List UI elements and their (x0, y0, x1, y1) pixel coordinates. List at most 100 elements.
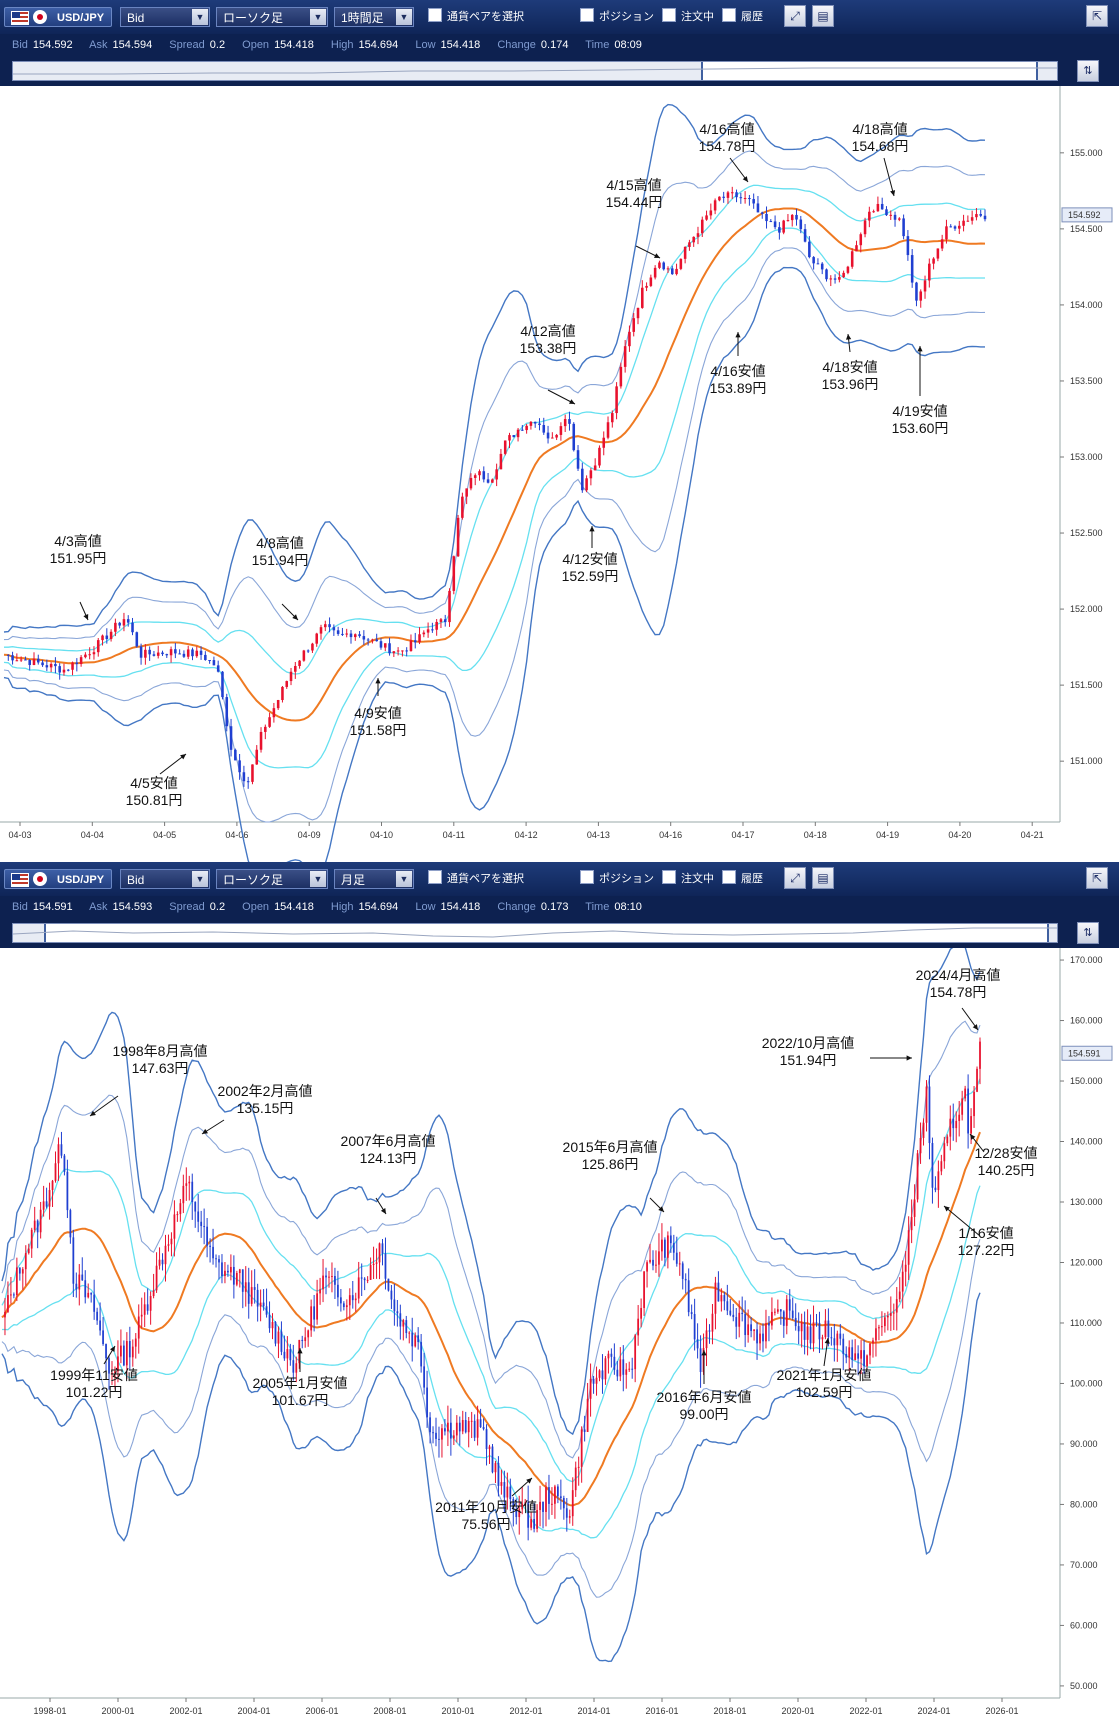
bid-label: Bid (12, 39, 28, 51)
candle-body (869, 1343, 871, 1356)
candle-body (726, 192, 730, 198)
orders-toggle[interactable]: 注文中 (662, 869, 732, 889)
checkbox-icon (722, 8, 736, 22)
ask-label: Ask (89, 901, 108, 913)
candle-body (551, 1503, 553, 1505)
candle-body (705, 1330, 708, 1349)
history-toggle[interactable]: 履歴 (722, 7, 782, 27)
currency-pair-button[interactable]: USD/JPY (4, 869, 112, 889)
candle-body (915, 282, 918, 301)
candle-body (628, 1368, 631, 1370)
candle-body (156, 652, 160, 656)
candle-body (833, 278, 837, 280)
candle-body (739, 197, 743, 199)
arrow-head-icon (654, 253, 660, 258)
x-tick-label: 2018-01 (713, 1706, 746, 1716)
candle-body (143, 1304, 146, 1315)
history-toggle[interactable]: 履歴 (722, 869, 782, 889)
candle-body (845, 1354, 848, 1358)
navigator-scrollbar[interactable] (12, 61, 1058, 81)
candle-body (790, 214, 794, 221)
annotation-label: 4/16安値 (710, 363, 765, 379)
orders-toggle[interactable]: 注文中 (662, 7, 732, 27)
pair-select-toggle[interactable]: 通貨ペアを選択 (428, 869, 558, 889)
annotation-arrow (159, 753, 187, 775)
candle-body (949, 1118, 952, 1137)
candle-body (559, 1496, 562, 1499)
candle-body (304, 1337, 307, 1341)
annotation-label: 4/12安値 (562, 551, 617, 567)
candle-body (666, 268, 670, 270)
navigator-expand-button[interactable]: ⇅ (1077, 60, 1099, 82)
candle-body (354, 1298, 357, 1301)
chart-type-select[interactable]: ローソク足 ▼ (216, 7, 328, 27)
annotation-price: 140.25円 (978, 1162, 1035, 1178)
collapse-icon[interactable]: ⇱ (1086, 5, 1108, 27)
candle-body (692, 236, 695, 243)
chart-tool-icon[interactable]: ⤢ (784, 5, 806, 27)
candle-body (244, 1282, 247, 1292)
timeframe-select[interactable]: 1時間足 ▼ (334, 7, 414, 27)
candle-body (444, 1428, 446, 1432)
change-label: Change (497, 39, 536, 51)
candle-body (936, 248, 940, 259)
candle-body (247, 1282, 250, 1304)
annotation-price: 101.67円 (272, 1392, 329, 1408)
x-tick-label: 04-09 (298, 830, 321, 840)
candle-body (904, 1264, 907, 1272)
band-1sigma-lower (2, 1185, 981, 1539)
annotation-price: 151.94円 (252, 552, 309, 568)
candle-body (79, 657, 83, 665)
candle-body (916, 1153, 919, 1200)
candle-body (512, 1499, 515, 1510)
candle-body (169, 649, 173, 656)
candle-body (332, 627, 336, 631)
candle-body (645, 285, 648, 288)
position-toggle[interactable]: ポジション (580, 7, 670, 27)
candle-body (195, 650, 199, 657)
candle-body (369, 1264, 372, 1280)
navigator-expand-button[interactable]: ⇅ (1077, 922, 1099, 944)
navigator-window[interactable] (700, 62, 1039, 80)
candle-body (602, 437, 606, 448)
window-icon[interactable]: ▤ (812, 867, 834, 889)
candle-body (173, 1214, 176, 1239)
candle-body (358, 634, 361, 637)
position-toggle[interactable]: ポジション (580, 869, 670, 889)
price-type-select[interactable]: Bid ▼ (120, 869, 210, 889)
hourly-chart-panel: USD/JPY Bid ▼ ローソク足 ▼ 1時間足 ▼ 通貨ペアを選択 ポジシ… (0, 0, 1119, 862)
candle-body (24, 1253, 27, 1270)
candle-body (533, 421, 537, 424)
chart-tool-icon[interactable]: ⤢ (784, 867, 806, 889)
y-tick-label: 154.000 (1070, 300, 1103, 310)
navigator-sparkline (13, 927, 1057, 938)
candle-body (339, 1297, 342, 1304)
candle-body (345, 1305, 348, 1308)
x-tick-label: 04-20 (948, 830, 971, 840)
candle-body (503, 1482, 506, 1498)
x-tick-label: 04-12 (515, 830, 538, 840)
collapse-icon[interactable]: ⇱ (1086, 867, 1108, 889)
price-type-select[interactable]: Bid ▼ (120, 7, 210, 27)
candle-body (322, 1275, 324, 1290)
annotation-label: 4/9安値 (354, 705, 401, 721)
pair-select-toggle[interactable]: 通貨ペアを選択 (428, 7, 558, 27)
window-icon[interactable]: ▤ (812, 5, 834, 27)
candle-body (622, 1359, 625, 1375)
chart-toolbar: USD/JPY Bid ▼ ローソク足 ▼ 月足 ▼ 通貨ペアを選択 ポジション… (0, 862, 1119, 897)
candle-body (161, 652, 164, 655)
chart-type-select[interactable]: ローソク足 ▼ (216, 869, 328, 889)
candle-body (215, 1258, 217, 1260)
timeframe-select[interactable]: 月足 ▼ (334, 869, 414, 889)
checkbox-icon (722, 870, 736, 884)
currency-pair-label: USD/JPY (57, 12, 105, 24)
candle-body (174, 649, 177, 654)
currency-pair-button[interactable]: USD/JPY (4, 7, 112, 27)
navigator-scrollbar[interactable] (12, 923, 1058, 943)
x-tick-label: 04-10 (370, 830, 393, 840)
candle-body (521, 429, 524, 431)
candle-body (491, 1446, 494, 1473)
monthly-candlestick-chart[interactable]: 170.000 160.000 150.000 140.000 130.000 120.0… (0, 948, 1119, 1725)
hourly-candlestick-chart[interactable]: 155.000 154.500 154.000 153.500 153.000 152.5… (0, 86, 1119, 862)
quote-bar: Bid 154.592 Ask 154.594 Spread 0.2 Open 154.… (0, 34, 1119, 56)
